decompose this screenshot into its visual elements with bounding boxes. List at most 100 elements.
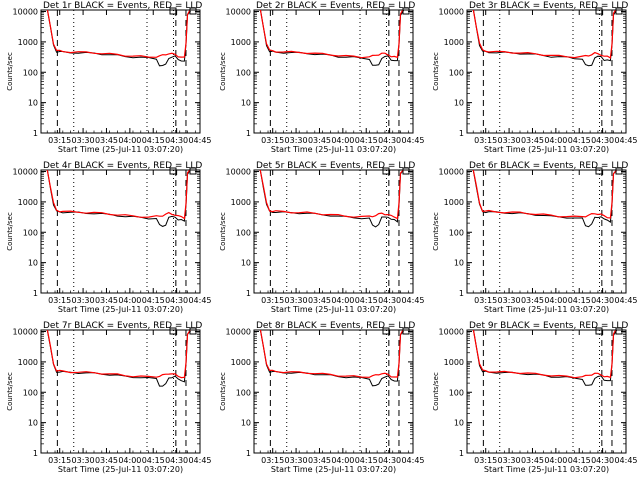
x-axis-label: Start Time (25-Jul-11 03:07:20) bbox=[484, 465, 609, 474]
y-tick-label: 1 bbox=[246, 289, 251, 298]
y-tick-label: 1 bbox=[246, 129, 251, 138]
x-tick-label: 04:15 bbox=[142, 456, 165, 465]
x-tick-label: 03:30 bbox=[72, 136, 95, 145]
chart-panel-3: Det 3r BLACK = Events, RED = LLD 1 10 100 10… bbox=[432, 1, 638, 154]
x-tick-label: 03:30 bbox=[498, 456, 521, 465]
y-tick-label: 1 bbox=[33, 449, 38, 458]
x-tick-label: 04:15 bbox=[355, 456, 378, 465]
x-axis-label: Start Time (25-Jul-11 03:07:20) bbox=[271, 305, 396, 314]
events-series-line bbox=[46, 330, 191, 387]
x-tick-label: 04:00 bbox=[118, 296, 141, 305]
lld-series-line bbox=[472, 10, 617, 59]
x-tick-label: 04:15 bbox=[568, 296, 591, 305]
y-tick-label: 1 bbox=[459, 289, 464, 298]
x-tick-label: 03:15 bbox=[261, 136, 284, 145]
chart-title: Det 7r BLACK = Events, RED = LLD bbox=[43, 321, 202, 331]
y-tick-label: 100 bbox=[23, 388, 38, 397]
legend-marker-box bbox=[402, 327, 410, 335]
y-axis-label: Counts/sec bbox=[6, 52, 14, 91]
y-tick-label: 1 bbox=[33, 129, 38, 138]
lld-series-line bbox=[259, 10, 404, 59]
x-tick-label: 04:45 bbox=[188, 136, 211, 145]
chart-panel-4: Det 4r BLACK = Events, RED = LLD 1 10 100 10… bbox=[6, 161, 212, 314]
x-tick-label: 04:00 bbox=[331, 136, 354, 145]
y-axis-label: Counts/sec bbox=[6, 212, 14, 251]
x-tick-label: 04:15 bbox=[355, 136, 378, 145]
chart-panel-1: Det 1r BLACK = Events, RED = LLD 1 10 100 10… bbox=[6, 1, 212, 154]
x-tick-label: 04:15 bbox=[568, 456, 591, 465]
events-series-line bbox=[472, 10, 618, 67]
events-series-line bbox=[46, 10, 191, 67]
chart-title: Det 1r BLACK = Events, RED = LLD bbox=[43, 1, 202, 11]
chart-panel-2: Det 2r BLACK = Events, RED = LLD 1 10 100 10… bbox=[219, 1, 425, 154]
legend-marker-box bbox=[189, 7, 197, 15]
chart-title: Det 5r BLACK = Events, RED = LLD bbox=[256, 161, 415, 171]
x-tick-label: 03:45 bbox=[308, 296, 331, 305]
plot-frame bbox=[466, 9, 627, 134]
y-tick-label: 1000 bbox=[444, 198, 464, 207]
x-tick-label: 04:30 bbox=[165, 136, 188, 145]
y-tick-label: 100 bbox=[236, 228, 251, 237]
y-tick-label: 10 bbox=[28, 99, 38, 108]
legend-marker-box bbox=[402, 167, 410, 175]
x-tick-label: 04:45 bbox=[614, 136, 637, 145]
y-tick-label: 1000 bbox=[18, 198, 38, 207]
y-tick-label: 100 bbox=[236, 68, 251, 77]
legend-marker-box bbox=[169, 7, 177, 15]
x-tick-label: 03:45 bbox=[95, 456, 118, 465]
plot-frame bbox=[466, 329, 627, 454]
chart-panel-8: Det 8r BLACK = Events, RED = LLD 1 10 100 10… bbox=[219, 321, 425, 474]
x-tick-label: 03:15 bbox=[48, 456, 71, 465]
legend-marker-box bbox=[595, 7, 603, 15]
chart-panel-9: Det 9r BLACK = Events, RED = LLD 1 10 100 10… bbox=[432, 321, 638, 474]
chart-title: Det 4r BLACK = Events, RED = LLD bbox=[43, 161, 202, 171]
y-tick-label: 1 bbox=[246, 449, 251, 458]
x-tick-label: 03:45 bbox=[521, 456, 544, 465]
x-tick-label: 03:30 bbox=[72, 296, 95, 305]
x-tick-label: 03:45 bbox=[308, 456, 331, 465]
y-tick-label: 10000 bbox=[226, 168, 251, 177]
y-tick-label: 1000 bbox=[18, 38, 38, 47]
x-tick-label: 04:30 bbox=[591, 136, 614, 145]
y-tick-label: 10 bbox=[28, 419, 38, 428]
x-tick-label: 04:15 bbox=[355, 296, 378, 305]
x-tick-label: 04:30 bbox=[165, 296, 188, 305]
chart-panel-5: Det 5r BLACK = Events, RED = LLD 1 10 100 10… bbox=[219, 161, 425, 314]
y-tick-label: 1000 bbox=[444, 38, 464, 47]
chart-title: Det 9r BLACK = Events, RED = LLD bbox=[469, 321, 628, 331]
x-tick-label: 03:45 bbox=[521, 296, 544, 305]
y-axis-label: Counts/sec bbox=[432, 212, 440, 251]
y-tick-label: 10 bbox=[241, 259, 251, 268]
lld-series-line bbox=[259, 330, 404, 378]
events-series-line bbox=[259, 10, 405, 66]
y-tick-label: 10000 bbox=[226, 328, 251, 337]
y-tick-label: 10000 bbox=[13, 8, 38, 17]
y-axis-label: Counts/sec bbox=[432, 372, 440, 411]
y-tick-label: 100 bbox=[449, 68, 464, 77]
x-tick-label: 03:30 bbox=[72, 456, 95, 465]
lld-series-line bbox=[472, 330, 617, 379]
y-tick-label: 10000 bbox=[13, 328, 38, 337]
legend-marker-box bbox=[382, 167, 390, 175]
x-tick-label: 04:30 bbox=[165, 456, 188, 465]
chart-panel-6: Det 6r BLACK = Events, RED = LLD 1 10 100 10… bbox=[432, 161, 638, 314]
x-tick-label: 04:30 bbox=[591, 456, 614, 465]
y-tick-label: 10000 bbox=[439, 168, 464, 177]
x-axis-label: Start Time (25-Jul-11 03:07:20) bbox=[58, 305, 183, 314]
y-axis-label: Counts/sec bbox=[219, 372, 227, 411]
x-axis-label: Start Time (25-Jul-11 03:07:20) bbox=[58, 465, 183, 474]
plot-frame bbox=[40, 329, 201, 454]
legend-marker-box bbox=[595, 167, 603, 175]
x-tick-label: 03:45 bbox=[521, 136, 544, 145]
y-tick-label: 10000 bbox=[13, 168, 38, 177]
plot-frame bbox=[40, 169, 201, 294]
x-tick-label: 04:00 bbox=[544, 296, 567, 305]
x-axis-label: Start Time (25-Jul-11 03:07:20) bbox=[271, 145, 396, 154]
x-axis-label: Start Time (25-Jul-11 03:07:20) bbox=[484, 305, 609, 314]
chart-title: Det 8r BLACK = Events, RED = LLD bbox=[256, 321, 415, 331]
lld-series-line bbox=[46, 170, 191, 220]
legend-marker-box bbox=[615, 167, 623, 175]
x-tick-label: 03:15 bbox=[474, 456, 497, 465]
y-tick-label: 1 bbox=[459, 449, 464, 458]
